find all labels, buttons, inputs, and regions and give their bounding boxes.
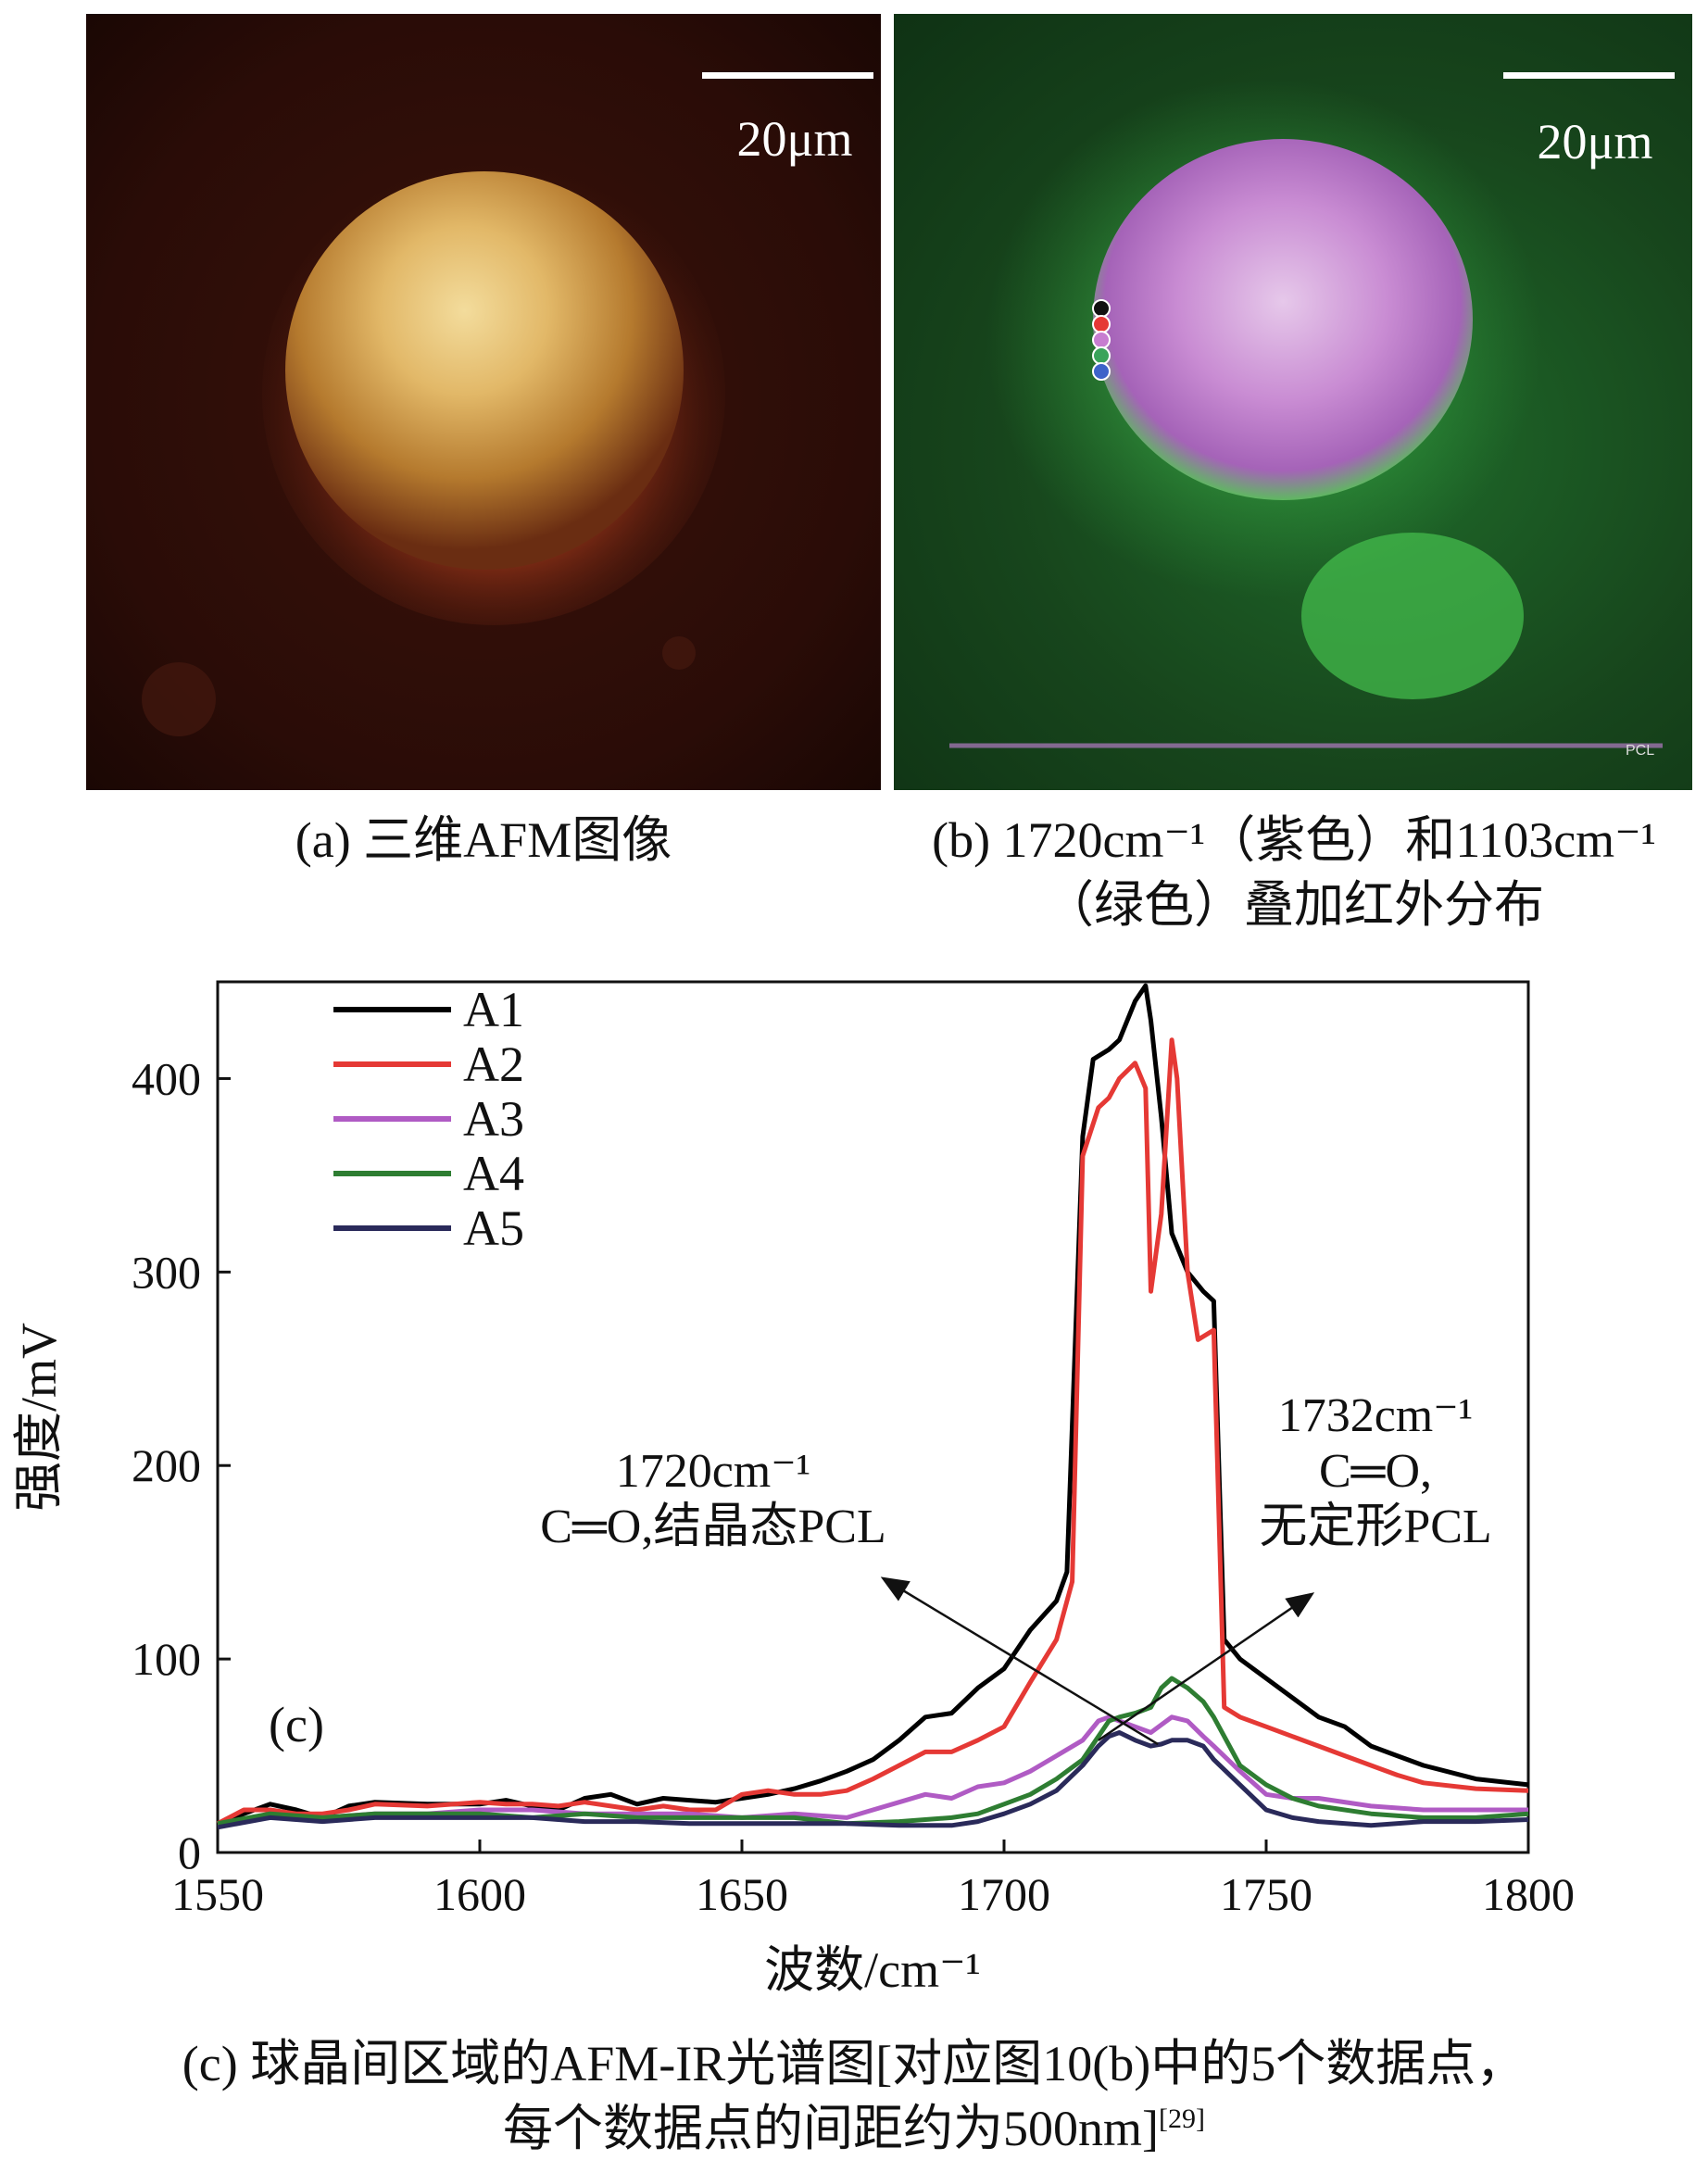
x-tick-label: 1800 — [1482, 1868, 1575, 1920]
x-tick-label: 1700 — [958, 1868, 1050, 1920]
data-points — [1092, 299, 1111, 381]
caption-c-ref: [29] — [1159, 2103, 1205, 2134]
axis-ticks: 1550 1600 1650 1700 1750 1800 0 100 200 300 400 — [132, 1052, 1575, 1920]
x-tick-label: 1750 — [1220, 1868, 1312, 1920]
annotation-amorphous: C═O, — [1319, 1445, 1432, 1498]
y-tick-label: 0 — [178, 1827, 201, 1878]
y-tick-label: 200 — [132, 1439, 201, 1491]
surface-bump — [662, 636, 696, 670]
scale-bar — [1503, 72, 1675, 79]
scale-label: 20μm — [1538, 114, 1653, 170]
legend-label: A1 — [463, 982, 524, 1037]
arrow-crystalline — [880, 1576, 1159, 1746]
data-point-marker — [1092, 315, 1111, 333]
spherulite-overlay — [1093, 139, 1473, 500]
series-lines — [216, 983, 1529, 1830]
legend-label: A3 — [463, 1091, 524, 1147]
ir-overlay-image: PCL 20μm — [894, 14, 1692, 790]
x-tick-label: 1650 — [696, 1868, 788, 1920]
caption-a: (a) 三维AFM图像 — [295, 812, 672, 868]
series-line-a1 — [217, 983, 1529, 1827]
pcl-watermark: PCL — [1626, 743, 1654, 759]
y-axis-label: 强度/mV — [11, 1323, 67, 1512]
arrow-amorphous — [1098, 1592, 1315, 1741]
surface-bump — [142, 662, 216, 736]
series-line-a3 — [217, 1714, 1528, 1827]
legend-label: A2 — [463, 1036, 524, 1092]
scale-bar — [702, 72, 873, 79]
annotation-crystalline: 1720cm⁻¹ — [616, 1445, 811, 1498]
y-tick-label: 300 — [132, 1246, 201, 1298]
series-line-a5 — [217, 1730, 1529, 1830]
legend-label: A5 — [463, 1200, 524, 1256]
x-axis-label: 波数/cm⁻¹ — [764, 1942, 981, 1991]
spectrum-chart: 1550 1600 1650 1700 1750 1800 0 100 200 300 400 A1… — [11, 980, 1575, 1991]
scale-label: 20μm — [737, 111, 853, 167]
y-tick-label: 100 — [132, 1633, 201, 1685]
plot-frame — [216, 980, 1530, 1854]
caption-b-line1: (b) 1720cm⁻¹（紫色）和1103cm⁻¹ — [932, 812, 1656, 868]
caption-c-line2-wrap: 每个数据点的间距约为500nm][29] — [0, 2087, 1708, 2160]
green-region — [1301, 533, 1524, 699]
legend-label: A4 — [463, 1146, 524, 1201]
data-point-marker — [1092, 331, 1111, 349]
annotation-amorphous: 无定形PCL — [1259, 1501, 1491, 1553]
annotation-amorphous: 1732cm⁻¹ — [1278, 1389, 1474, 1442]
data-point-marker — [1092, 299, 1111, 318]
x-tick-label: 1550 — [171, 1868, 264, 1920]
caption-c-line1: (c) 球晶间区域的AFM-IR光谱图[对应图10(b)中的5个数据点， — [182, 2036, 1526, 2091]
ir-image-drawing: PCL 20μm — [949, 72, 1675, 759]
caption-c-line2: 每个数据点的间距约为500nm] — [503, 2101, 1159, 2156]
x-tick-label: 1600 — [433, 1868, 526, 1920]
data-point-marker — [1092, 362, 1111, 381]
spherulite — [285, 171, 684, 570]
afm-3d-image: 20μm — [86, 14, 881, 790]
caption-b-line2: （绿色）叠加红外分布 — [1044, 877, 1544, 933]
annotations: 1720cm⁻¹C═O,结晶态PCL 1732cm⁻¹C═O,无定形PCL — [540, 1389, 1492, 1746]
series-line-a2 — [216, 1037, 1529, 1826]
panel-label: (c) — [269, 1697, 324, 1752]
afm-image-drawing: 20μm — [142, 72, 873, 736]
data-point-marker — [1092, 346, 1111, 365]
y-tick-label: 400 — [132, 1052, 201, 1104]
annotation-crystalline: C═O,结晶态PCL — [540, 1501, 885, 1553]
